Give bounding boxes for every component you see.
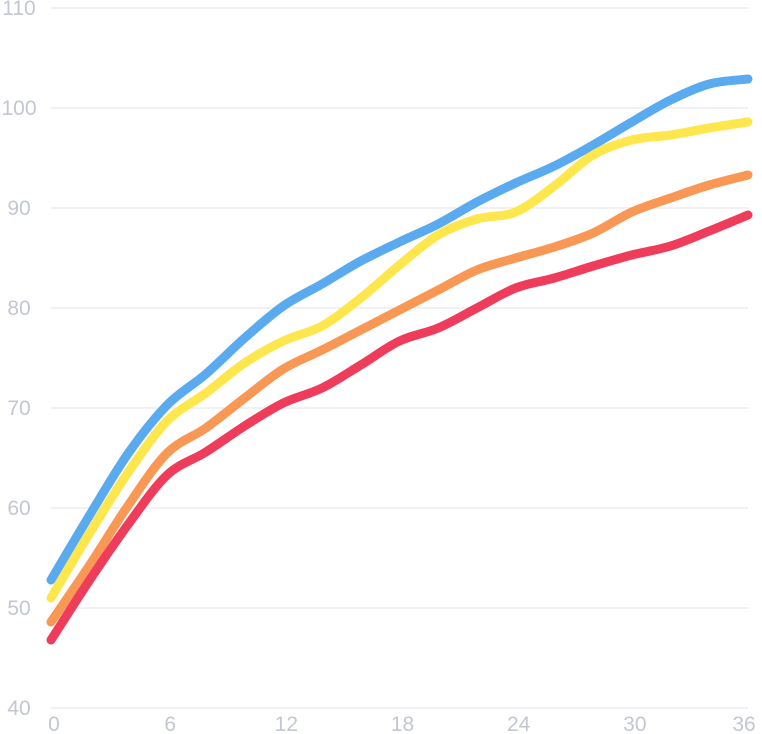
y-tick-label: 100 [1,97,36,120]
y-tick-label: 90 [7,197,30,220]
series-line-3 [46,170,753,627]
series-line-4 [46,210,753,645]
y-tick-label: 110 [2,0,35,20]
x-tick-label: 12 [275,713,298,734]
y-tick-label: 50 [7,597,30,620]
x-tick-label: 24 [507,713,531,734]
y-tick-label: 40 [7,697,30,720]
x-tick-label: 0 [48,713,60,734]
y-tick-label: 80 [7,297,30,320]
x-tick-label: 30 [623,713,646,734]
y-axis: 40 50 60 70 80 90 100 110 [1,0,36,720]
y-tick-label: 60 [7,497,30,520]
series-line-1 [46,74,753,585]
series-lines [46,74,753,645]
x-tick-label: 36 [732,713,755,734]
y-tick-label: 70 [7,397,30,420]
x-tick-label: 6 [164,713,176,734]
series-line-2 [46,117,753,603]
x-tick-label: 18 [391,713,414,734]
x-axis: 0 6 12 18 24 30 36 [48,713,756,734]
